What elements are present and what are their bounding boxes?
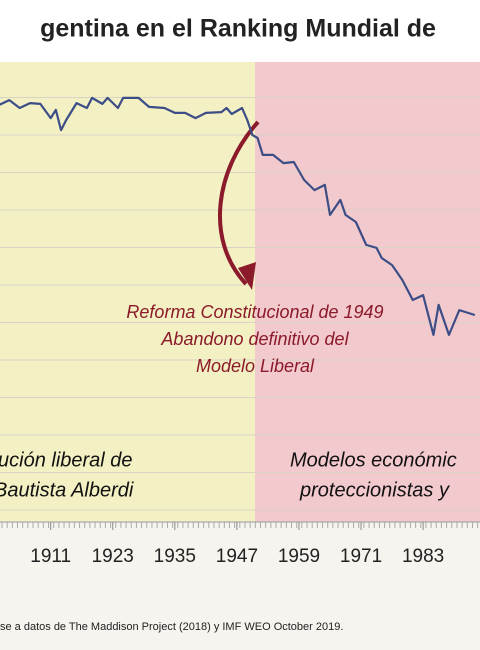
annotation: Modelo Liberal <box>196 356 315 376</box>
region-label: ución liberal de <box>0 449 133 471</box>
region-label: Bautista Alberdi <box>0 479 134 501</box>
x-tick-label: 1947 <box>216 546 258 567</box>
x-tick-label: 1923 <box>92 546 134 567</box>
x-tick-label: 1971 <box>340 546 382 567</box>
data-line <box>0 96 476 336</box>
x-tick-label: 1959 <box>278 546 320 567</box>
chart-title: gentina en el Ranking Mundial de <box>40 15 436 43</box>
region-label: Modelos económic <box>290 449 457 471</box>
source: se a datos de The Maddison Project (2018… <box>0 621 343 633</box>
x-tick-label: 1935 <box>154 546 196 567</box>
annotation: Abandono definitivo del <box>160 329 349 349</box>
arrow-head <box>238 262 256 290</box>
region-protectionist <box>255 62 480 522</box>
arrow <box>217 120 260 286</box>
annotation: Reforma Constitucional de 1949 <box>126 302 383 322</box>
x-tick-label: 1983 <box>402 546 444 567</box>
x-tick-label: 1911 <box>30 546 71 567</box>
header-bg <box>0 0 480 62</box>
region-liberal <box>0 62 255 522</box>
region-label: proteccionistas y <box>299 479 450 501</box>
